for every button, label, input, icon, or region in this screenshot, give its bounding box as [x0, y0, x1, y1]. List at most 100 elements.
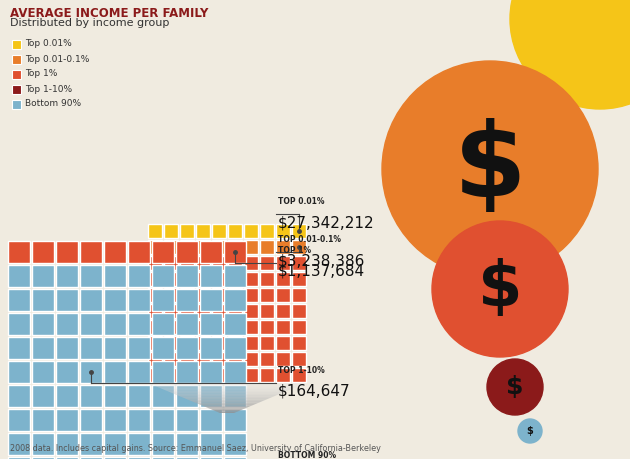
Circle shape	[510, 0, 630, 109]
Bar	[104, 241, 126, 263]
Bar	[200, 337, 222, 359]
Bar	[276, 272, 290, 286]
Text: Top 1-10%: Top 1-10%	[25, 84, 72, 94]
Bar	[276, 368, 290, 382]
Text: $: $	[478, 258, 522, 320]
Bar	[128, 265, 150, 287]
Bar	[32, 337, 54, 359]
Polygon shape	[191, 401, 263, 403]
Bar	[8, 337, 30, 359]
Bar	[196, 304, 210, 318]
Polygon shape	[152, 385, 302, 386]
Polygon shape	[159, 387, 295, 389]
Bar	[276, 240, 290, 254]
Bar	[276, 256, 290, 270]
Bar	[276, 224, 290, 238]
Bar	[56, 265, 78, 287]
Bar	[148, 272, 162, 286]
Bar	[80, 409, 102, 431]
Bar	[56, 409, 78, 431]
Bar	[244, 272, 258, 286]
Text: $: $	[507, 375, 524, 399]
Bar	[104, 361, 126, 383]
Bar	[176, 337, 198, 359]
Bar	[292, 240, 306, 254]
Bar	[80, 433, 102, 455]
Bar	[224, 337, 246, 359]
Bar	[8, 313, 30, 335]
Bar	[12, 70, 21, 79]
Bar	[200, 433, 222, 455]
Text: $27,342,212: $27,342,212	[278, 215, 375, 230]
Bar	[32, 385, 54, 407]
Bar	[276, 320, 290, 334]
Bar	[200, 409, 222, 431]
Polygon shape	[177, 395, 277, 397]
Bar	[196, 368, 210, 382]
Bar	[212, 304, 226, 318]
Bar	[104, 289, 126, 311]
Bar	[152, 241, 174, 263]
Bar	[196, 336, 210, 350]
Bar	[224, 241, 246, 263]
Bar	[12, 85, 21, 94]
Text: $: $	[454, 118, 526, 219]
Bar	[292, 256, 306, 270]
Bar	[228, 256, 242, 270]
Bar	[176, 457, 198, 459]
Text: $: $	[527, 426, 534, 436]
Bar	[224, 265, 246, 287]
Bar	[228, 288, 242, 302]
Bar	[176, 409, 198, 431]
Bar	[180, 272, 194, 286]
Polygon shape	[216, 412, 238, 413]
Bar	[12, 40, 21, 49]
Bar	[176, 289, 198, 311]
Bar	[260, 224, 274, 238]
Circle shape	[382, 61, 598, 277]
Bar	[32, 313, 54, 335]
Bar	[148, 336, 162, 350]
Bar	[224, 433, 246, 455]
Bar	[104, 337, 126, 359]
Bar	[180, 256, 194, 270]
Bar	[228, 240, 242, 254]
Bar	[176, 433, 198, 455]
Bar	[180, 304, 194, 318]
Polygon shape	[148, 383, 306, 385]
Bar	[148, 304, 162, 318]
Bar	[200, 385, 222, 407]
Polygon shape	[202, 405, 252, 407]
Bar	[164, 368, 178, 382]
Bar	[224, 385, 246, 407]
Bar	[212, 224, 226, 238]
Bar	[260, 352, 274, 366]
Polygon shape	[155, 386, 299, 387]
Text: $164,647: $164,647	[278, 384, 351, 399]
Bar	[128, 337, 150, 359]
Bar	[104, 385, 126, 407]
Bar	[80, 289, 102, 311]
Bar	[152, 313, 174, 335]
Bar	[224, 313, 246, 335]
Polygon shape	[209, 409, 245, 410]
Bar	[80, 313, 102, 335]
Bar	[212, 272, 226, 286]
Bar	[152, 385, 174, 407]
Bar	[128, 289, 150, 311]
Bar	[212, 336, 226, 350]
Text: TOP 1-10%: TOP 1-10%	[278, 366, 324, 375]
Bar	[180, 224, 194, 238]
Bar	[244, 240, 258, 254]
Bar	[32, 361, 54, 383]
Bar	[32, 289, 54, 311]
Bar	[148, 256, 162, 270]
Bar	[292, 272, 306, 286]
Bar	[196, 256, 210, 270]
Bar	[148, 352, 162, 366]
Bar	[200, 457, 222, 459]
Bar	[148, 240, 162, 254]
Bar	[148, 368, 162, 382]
Bar	[80, 385, 102, 407]
Bar	[276, 288, 290, 302]
